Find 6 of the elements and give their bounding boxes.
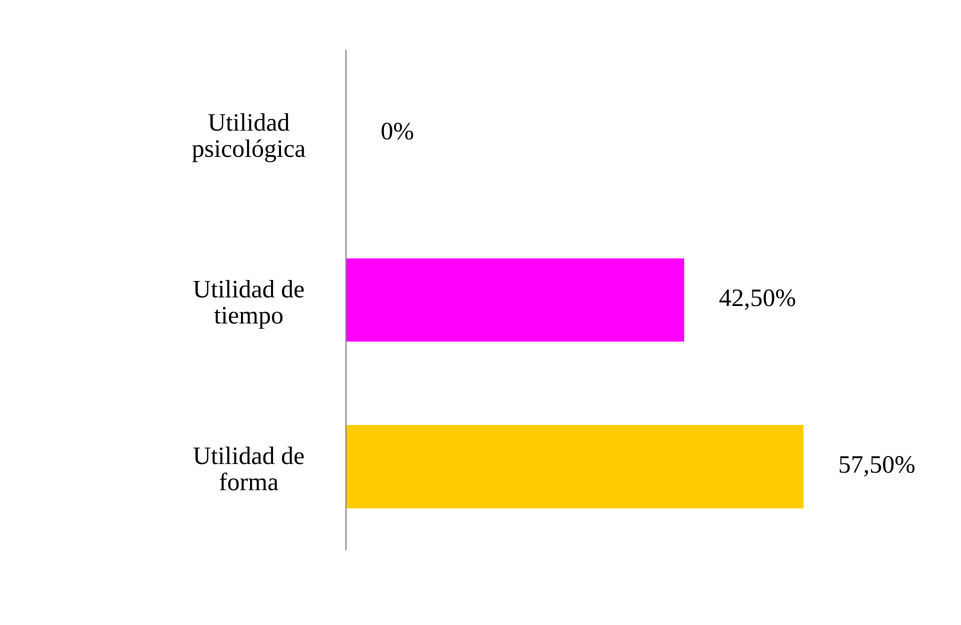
data-label: 57,50% [840,456,915,477]
y-tick-label: Utilidad psicológica [192,113,306,162]
y-tick-label: Utilidad de tiempo [193,280,304,329]
y-tick-label: Utilidad de forma [193,446,304,490]
data-label: 42,50% [719,289,796,310]
data-label: 0% [382,122,414,140]
